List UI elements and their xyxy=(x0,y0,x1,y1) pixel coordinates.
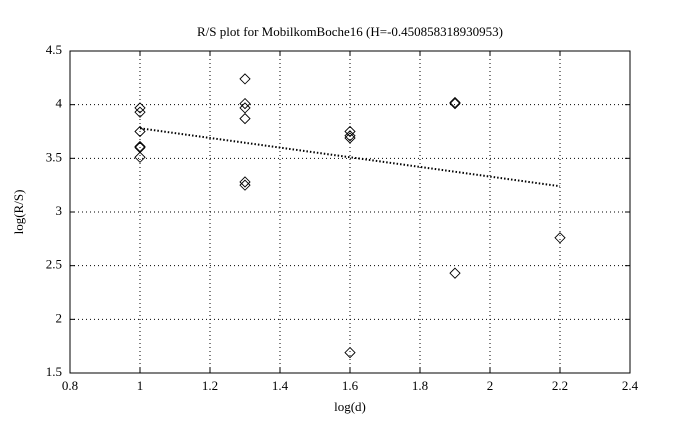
data-point xyxy=(449,267,461,279)
x-tick-label: 1.4 xyxy=(272,378,289,393)
y-tick-label: 1.5 xyxy=(46,364,62,379)
data-point xyxy=(239,176,251,188)
x-tick-label: 0.8 xyxy=(62,378,78,393)
data-point xyxy=(134,140,146,153)
data-point xyxy=(134,125,146,138)
data-point xyxy=(239,112,251,125)
data-point xyxy=(344,132,356,144)
data-point xyxy=(344,130,356,142)
x-tick-label: 2 xyxy=(487,378,494,393)
data-point xyxy=(239,179,251,191)
y-axis-label: log(R/S) xyxy=(11,190,26,235)
fit-line xyxy=(139,127,561,188)
x-tick-label: 1.6 xyxy=(342,378,359,393)
data-point xyxy=(239,73,251,85)
data-point xyxy=(449,97,461,110)
data-point xyxy=(239,97,251,110)
x-tick-label: 2.2 xyxy=(552,378,568,393)
y-tick-label: 3 xyxy=(56,203,63,218)
x-tick-label: 1.8 xyxy=(412,378,428,393)
data-point xyxy=(554,232,566,244)
y-tick-label: 2.5 xyxy=(46,257,62,272)
y-tick-label: 3.5 xyxy=(46,149,62,164)
chart-title: R/S plot for MobilkomBoche16 (H=-0.45085… xyxy=(197,24,503,39)
data-point xyxy=(344,346,356,359)
data-point xyxy=(239,102,251,114)
data-point xyxy=(344,125,356,138)
x-tick-label: 1 xyxy=(137,378,144,393)
data-point xyxy=(449,96,461,109)
x-tick-label: 2.4 xyxy=(622,378,639,393)
data-point xyxy=(134,102,146,114)
x-tick-label: 1.2 xyxy=(202,378,218,393)
y-tick-label: 2 xyxy=(56,310,63,325)
x-axis-label: log(d) xyxy=(334,399,366,414)
y-tick-label: 4 xyxy=(56,96,63,111)
data-point xyxy=(134,151,146,163)
data-point xyxy=(134,106,146,118)
y-tick-label: 4.5 xyxy=(46,42,62,57)
